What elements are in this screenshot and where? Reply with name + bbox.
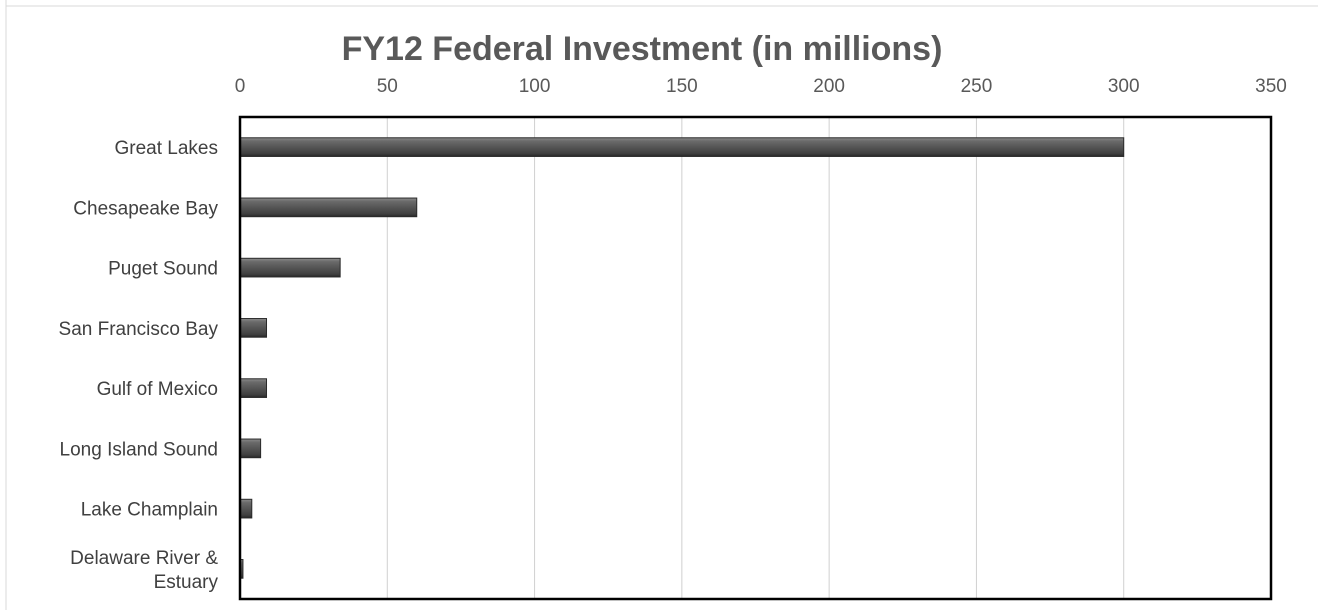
category-label-line: Estuary xyxy=(154,572,219,593)
bar xyxy=(239,318,268,338)
category-label: Puget Sound xyxy=(108,259,218,280)
plot-area-border xyxy=(238,115,1273,601)
x-tick-label: 300 xyxy=(1108,76,1140,97)
category-label-line: Delaware River & xyxy=(70,548,218,569)
category-label: Gulf of Mexico xyxy=(97,379,218,400)
chart-frame xyxy=(5,0,1318,610)
bar xyxy=(239,438,262,459)
bar xyxy=(239,137,1125,157)
x-tick-label: 50 xyxy=(377,76,398,97)
x-tick-label: 200 xyxy=(813,76,845,97)
bar xyxy=(239,498,253,519)
bar xyxy=(239,197,418,218)
chart-title: FY12 Federal Investment (in millions) xyxy=(342,30,943,68)
category-label: Long Island Sound xyxy=(60,439,218,460)
y-axis-category-labels: Great Lakes Chesapeake Bay Puget Sound San … xyxy=(59,138,219,593)
x-tick-label: 150 xyxy=(666,76,698,97)
bars xyxy=(239,137,1125,579)
category-label: Lake Champlain xyxy=(81,500,218,521)
category-label: Great Lakes xyxy=(115,138,219,159)
gridlines xyxy=(386,117,1125,599)
x-tick-label: 100 xyxy=(519,76,551,97)
bar xyxy=(239,257,341,278)
x-tick-label: 250 xyxy=(961,76,993,97)
bar xyxy=(239,378,268,398)
x-axis-tick-labels: 0 50 100 150 200 250 300 350 xyxy=(235,76,1287,97)
x-tick-label: 0 xyxy=(235,76,246,97)
category-label: San Francisco Bay xyxy=(59,319,219,340)
x-tick-label: 350 xyxy=(1255,76,1287,97)
category-label: Delaware River & Estuary xyxy=(70,548,218,593)
category-label: Chesapeake Bay xyxy=(73,198,218,219)
